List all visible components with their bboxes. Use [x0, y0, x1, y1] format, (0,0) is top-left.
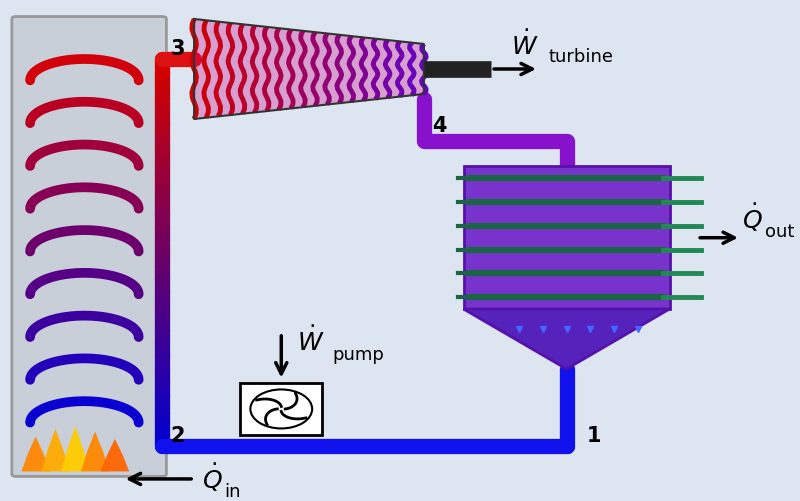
Text: 1: 1 — [586, 425, 601, 445]
Text: 2: 2 — [170, 425, 185, 445]
Circle shape — [250, 390, 312, 428]
Text: $\dot{W}$: $\dot{W}$ — [297, 326, 325, 356]
Polygon shape — [463, 167, 670, 309]
Polygon shape — [61, 426, 90, 471]
Text: turbine: turbine — [548, 49, 614, 66]
Polygon shape — [463, 309, 670, 369]
Text: $\dot{Q}$: $\dot{Q}$ — [202, 460, 222, 493]
Polygon shape — [22, 436, 50, 471]
Text: out: out — [765, 223, 794, 241]
Polygon shape — [194, 20, 424, 120]
Text: 4: 4 — [432, 116, 446, 136]
FancyBboxPatch shape — [240, 383, 322, 435]
Text: in: in — [224, 482, 241, 500]
Polygon shape — [42, 429, 70, 471]
Text: 3: 3 — [170, 39, 185, 59]
FancyBboxPatch shape — [12, 18, 166, 476]
Polygon shape — [101, 439, 129, 471]
Text: $\dot{W}$: $\dot{W}$ — [511, 30, 538, 60]
Polygon shape — [81, 431, 110, 471]
Text: pump: pump — [333, 345, 385, 363]
Text: $\dot{Q}$: $\dot{Q}$ — [742, 200, 763, 233]
